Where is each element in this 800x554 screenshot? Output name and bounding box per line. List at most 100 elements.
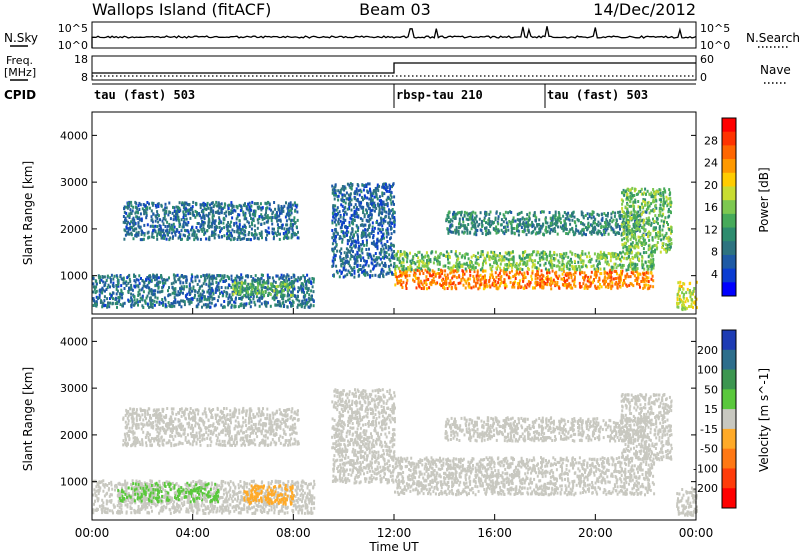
scatter-cell — [526, 233, 528, 236]
scatter-cell — [294, 294, 296, 297]
scatter-cell — [569, 264, 571, 267]
scatter-cell — [613, 231, 615, 234]
scatter-cell — [535, 274, 537, 277]
scatter-cell — [486, 284, 488, 287]
nave-bottom-tick: 0 — [700, 71, 707, 84]
scatter-cell — [554, 214, 556, 217]
scatter-cell — [358, 247, 360, 250]
scatter-cell — [382, 222, 384, 225]
scatter-cell — [584, 271, 586, 274]
scatter-cell — [163, 217, 165, 220]
scatter-cell — [529, 212, 531, 215]
scatter-cell — [594, 226, 596, 229]
scatter-cell — [171, 232, 173, 235]
scatter-cell — [158, 276, 160, 279]
scatter-cell — [154, 278, 156, 281]
scatter-cell — [364, 228, 366, 231]
scatter-cell — [211, 232, 213, 235]
scatter-cell — [574, 260, 576, 263]
scatter-cell — [589, 255, 591, 258]
scatter-cell — [451, 277, 453, 280]
scatter-cell — [251, 233, 253, 236]
scatter-cell — [443, 286, 445, 289]
scatter-cell — [248, 205, 250, 208]
scatter-cell — [343, 267, 345, 270]
scatter-cell — [488, 231, 490, 234]
scatter-cell — [266, 216, 268, 219]
scatter-cell — [206, 291, 208, 294]
scatter-cell — [345, 269, 347, 272]
scatter-cell — [636, 263, 638, 266]
scatter-cell — [561, 268, 563, 271]
scatter-cell — [504, 226, 506, 229]
scatter-cell — [133, 217, 135, 220]
scatter-cell — [186, 238, 188, 241]
scatter-cell — [112, 297, 114, 300]
scatter-cell — [368, 214, 370, 217]
scatter-cell — [232, 283, 234, 286]
scatter-cell — [238, 219, 240, 222]
scatter-cell — [374, 227, 376, 230]
scatter-cell — [519, 267, 521, 270]
scatter-cell — [646, 265, 648, 268]
scatter-cell — [347, 260, 349, 263]
scatter-cell — [161, 290, 163, 293]
scatter-cell — [349, 201, 351, 204]
scatter-cell — [257, 202, 259, 205]
scatter-cell — [448, 285, 450, 288]
scatter-cell — [123, 282, 125, 285]
scatter-cell — [527, 225, 529, 228]
scatter-cell — [350, 192, 352, 195]
scatter-cell — [534, 214, 536, 217]
scatter-cell — [381, 206, 383, 209]
scatter-cell — [636, 282, 638, 285]
scatter-cell — [264, 301, 266, 304]
scatter-cell — [283, 237, 285, 240]
scatter-cell — [183, 225, 185, 228]
scatter-cell — [596, 223, 598, 226]
scatter-cell — [215, 287, 217, 290]
scatter-cell — [146, 297, 148, 300]
scatter-cell — [159, 281, 161, 284]
scatter-cell — [332, 248, 334, 251]
scatter-cell — [557, 233, 559, 236]
freq-bottom-tick: 8 — [81, 71, 88, 84]
scatter-cell — [430, 252, 432, 255]
scatter-cell — [450, 224, 452, 227]
scatter-cell — [501, 223, 503, 226]
scatter-cell — [484, 227, 486, 230]
scatter-cell — [239, 297, 241, 300]
scatter-cell — [138, 225, 140, 228]
scatter-cell — [450, 250, 452, 253]
scatter-cell — [395, 272, 397, 275]
scatter-cell — [93, 304, 95, 307]
scatter-cell — [378, 212, 380, 215]
scatter-cell — [358, 274, 360, 277]
scatter-cell — [363, 244, 365, 247]
scatter-cell — [219, 226, 221, 229]
scatter-cell — [280, 293, 282, 296]
scatter-cell — [155, 220, 157, 223]
scatter-cell — [594, 252, 596, 255]
scatter-cell — [333, 273, 335, 276]
scatter-cell — [175, 274, 177, 277]
scatter-cell — [253, 219, 255, 222]
scatter-cell — [156, 278, 158, 281]
scatter-cell — [282, 302, 284, 305]
scatter-cell — [527, 267, 529, 270]
scatter-cell — [380, 248, 382, 251]
scatter-cell — [244, 214, 246, 217]
scatter-cell — [229, 284, 231, 287]
scatter-cell — [332, 216, 334, 219]
scatter-cell — [340, 272, 342, 275]
scatter-cell — [532, 259, 534, 262]
scatter-cell — [393, 216, 395, 219]
scatter-cell — [615, 253, 617, 256]
scatter-cell — [435, 273, 437, 276]
scatter-cell — [584, 287, 586, 290]
scatter-cell — [402, 281, 404, 284]
scatter-cell — [370, 232, 372, 235]
scatter-cell — [180, 282, 182, 285]
scatter-cell — [508, 258, 510, 261]
scatter-cell — [523, 221, 525, 224]
